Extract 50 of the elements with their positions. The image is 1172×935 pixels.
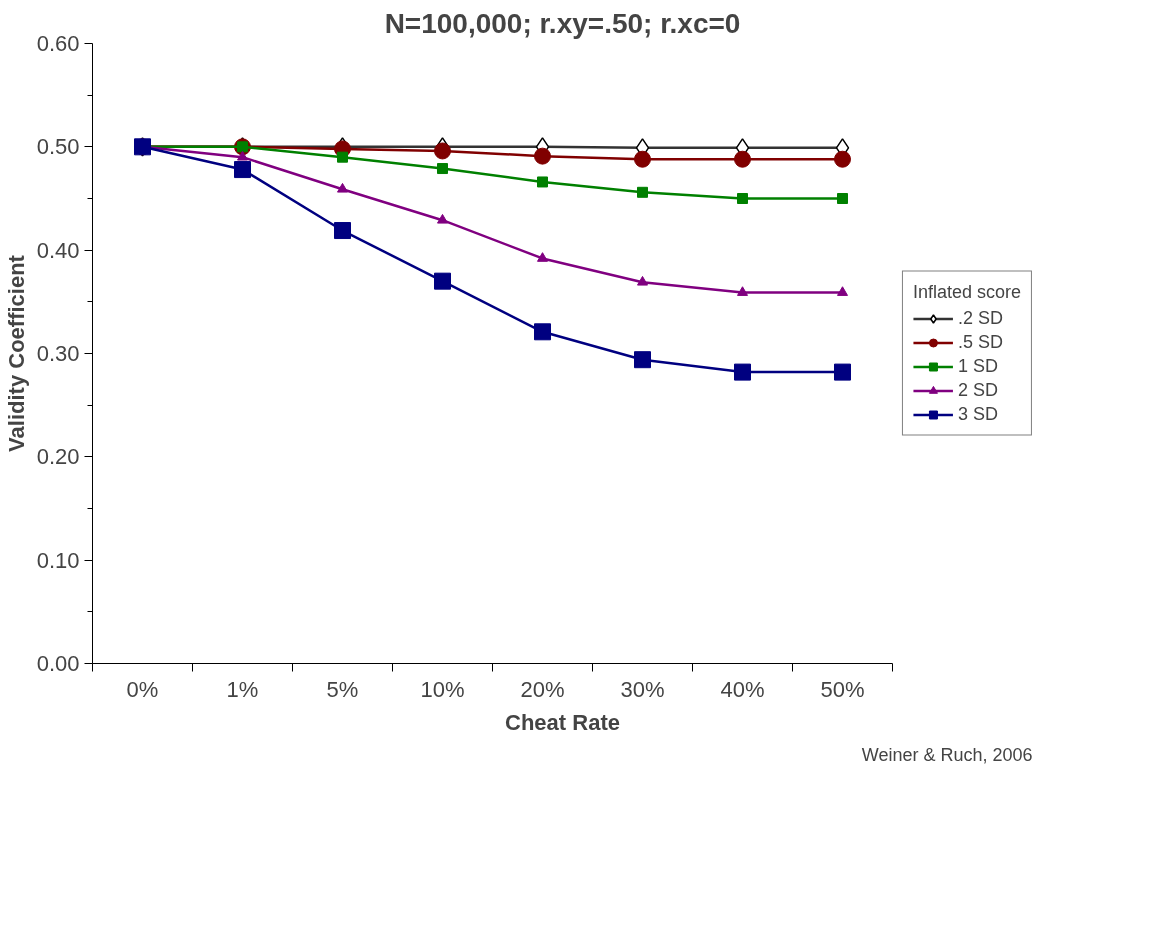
y-tick-label: 0.10 <box>36 547 80 573</box>
x-tick-label: 20% <box>520 676 565 702</box>
point <box>334 222 351 240</box>
x-tick-label: 5% <box>326 676 359 702</box>
point <box>534 147 551 165</box>
point <box>537 176 548 188</box>
point <box>634 150 651 168</box>
x-tick-label: 0% <box>126 676 159 702</box>
point <box>734 363 751 381</box>
point <box>737 286 748 296</box>
legend-title: Inflated score <box>912 281 1021 303</box>
y-tick-label: 0.50 <box>36 134 80 160</box>
y-tick-label: 0.60 <box>36 31 80 56</box>
point <box>837 193 848 204</box>
x-tick-label: 40% <box>720 676 765 702</box>
point <box>534 323 551 341</box>
y-tick-label: 0.00 <box>36 651 80 676</box>
x-tick-label: 10% <box>420 676 465 702</box>
point <box>234 161 251 179</box>
legend-label: 2 SD <box>957 379 998 401</box>
text: Weiner & Ruch, 2006 <box>861 744 1033 765</box>
y-axis-title: Validity Coefficient <box>3 254 29 452</box>
point <box>637 186 648 198</box>
point <box>837 286 848 296</box>
point <box>337 182 348 193</box>
point <box>237 150 248 161</box>
y-tick-label: 0.30 <box>36 341 80 366</box>
x-axis-title: Cheat Rate <box>505 709 620 735</box>
point <box>437 213 448 224</box>
point <box>634 351 651 369</box>
point <box>537 252 548 262</box>
x-tick-label: 30% <box>620 676 665 702</box>
x-tick-label: 50% <box>820 676 865 702</box>
x-tick-label: 1% <box>226 676 259 702</box>
point <box>437 163 448 175</box>
point <box>637 275 648 286</box>
chart-title: N=100,000; r.xy=.50; r.xc=0 <box>384 7 741 39</box>
legend-label: .2 SD <box>957 307 1003 329</box>
legend-label: 3 SD <box>957 403 998 425</box>
y-tick-label: 0.20 <box>36 444 80 470</box>
point <box>434 272 451 290</box>
point <box>434 142 451 160</box>
point <box>834 363 851 381</box>
point <box>834 150 851 168</box>
legend-label: .5 SD <box>957 331 1003 353</box>
y-tick-label: 0.40 <box>36 237 80 263</box>
point <box>337 151 348 163</box>
legend-label: 1 SD <box>957 355 998 377</box>
point <box>734 150 751 168</box>
point <box>737 193 748 204</box>
